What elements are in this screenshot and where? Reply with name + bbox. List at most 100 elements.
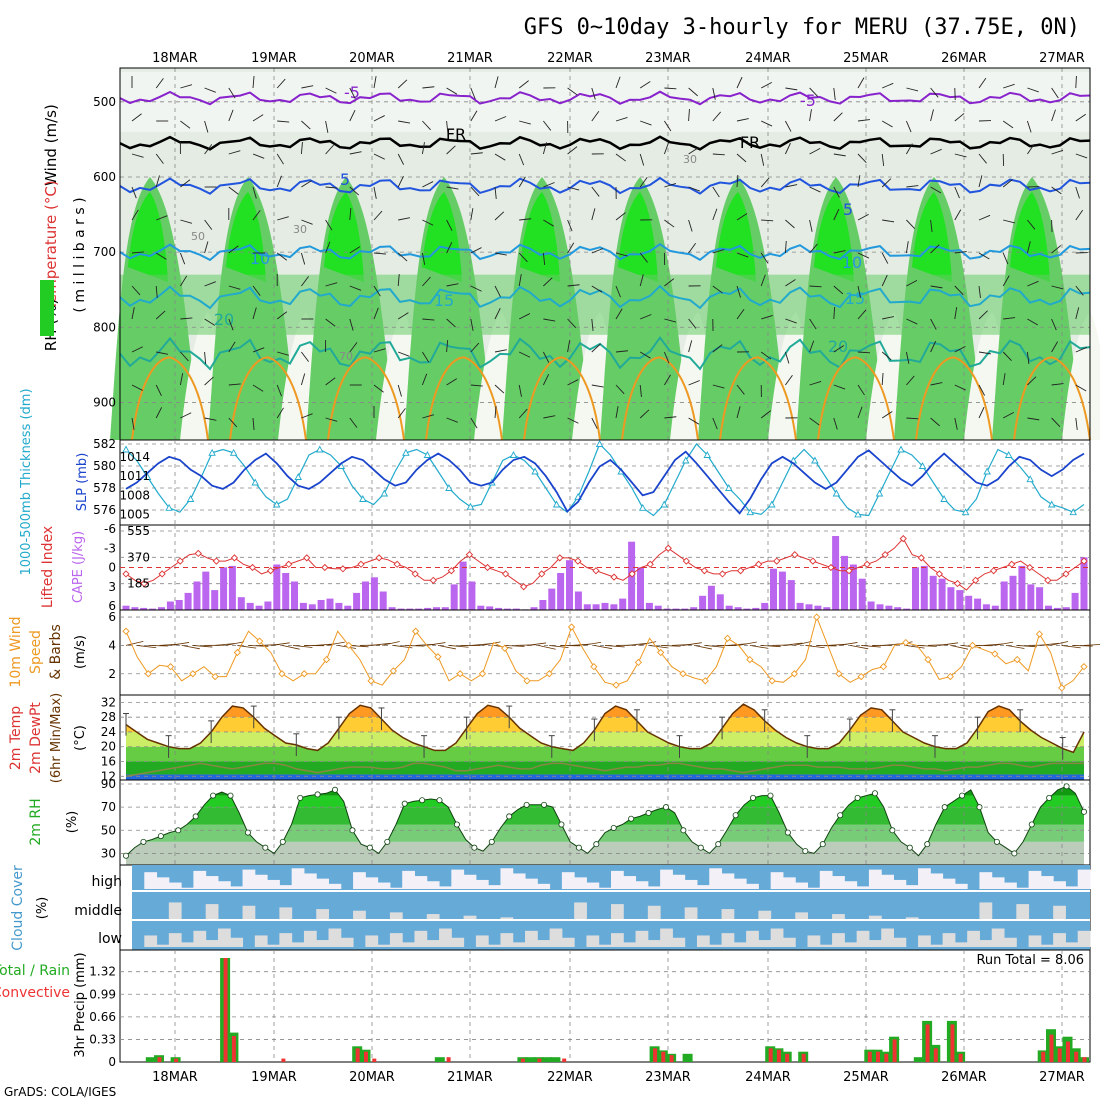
cloud-high-clear bbox=[193, 870, 207, 889]
svg-text:Wind (m/s): Wind (m/s) bbox=[42, 104, 60, 186]
wind-barb bbox=[567, 379, 579, 386]
lifted-index-line-marker bbox=[556, 554, 564, 562]
lifted-index-line-marker bbox=[971, 576, 980, 584]
wind-barb bbox=[882, 316, 895, 320]
cloud-high-clear bbox=[832, 876, 845, 889]
lifted-index-line-marker bbox=[700, 567, 709, 575]
wind-barb-10m bbox=[181, 645, 200, 650]
cloud-high-clear bbox=[611, 870, 624, 889]
wind-speed-line-marker bbox=[411, 627, 420, 635]
rh-marker bbox=[819, 841, 826, 848]
precip-convective-bar bbox=[661, 1051, 666, 1062]
wind-barb bbox=[639, 252, 648, 263]
wind-barb bbox=[470, 384, 483, 387]
wind-barb bbox=[663, 142, 669, 155]
thickness-line-marker bbox=[854, 510, 862, 518]
wind-barb bbox=[518, 313, 531, 320]
wind-barb bbox=[542, 351, 550, 363]
rh-marker bbox=[314, 791, 321, 798]
wind-barb bbox=[857, 406, 863, 419]
wind-barb bbox=[131, 251, 144, 254]
cloud-low-gap bbox=[819, 944, 833, 947]
date-axis-bottom: 18MAR 19MAR 20MAR 21MAR 22MAR 23MAR 24MAR 25MAR… bbox=[152, 1070, 1085, 1085]
cape-bar bbox=[264, 601, 272, 610]
thickness-tick: 578 bbox=[93, 481, 116, 495]
date-label-bottom: 19MAR bbox=[251, 1070, 297, 1085]
wind-barb bbox=[1002, 275, 1010, 287]
wind10-panel bbox=[119, 609, 1100, 696]
lifted-index-line-marker bbox=[628, 570, 636, 578]
wind-barb bbox=[906, 417, 919, 420]
wind-barb bbox=[1027, 143, 1035, 155]
wind-barb-10m bbox=[1039, 642, 1059, 646]
cape-bar bbox=[326, 598, 334, 610]
thickness-line-marker bbox=[1004, 451, 1013, 458]
wind-barb-10m bbox=[738, 641, 757, 646]
lifted-index-line-marker bbox=[375, 554, 383, 562]
wind-barb bbox=[760, 153, 765, 166]
wind-barb bbox=[470, 342, 480, 353]
cloud-low-gap bbox=[537, 940, 551, 947]
cloud-low-gap bbox=[611, 933, 624, 947]
wind-barb bbox=[373, 76, 377, 89]
rh-marker bbox=[453, 821, 460, 828]
lifted-index-line bbox=[125, 537, 1085, 591]
wind-speed-line-marker bbox=[1058, 684, 1066, 692]
contour-label: 15 bbox=[434, 291, 454, 310]
wind-barb-10m bbox=[192, 645, 213, 648]
wind-barb bbox=[325, 144, 334, 155]
wind-barb bbox=[349, 318, 354, 331]
precip-convective-bar bbox=[157, 1057, 162, 1062]
wind-barb-10m bbox=[1050, 641, 1069, 646]
wind-barb bbox=[784, 240, 787, 254]
cape-bar bbox=[592, 604, 600, 610]
cloud-middle-gap bbox=[832, 914, 845, 919]
wind-barb bbox=[664, 183, 677, 188]
cloud-low-gap bbox=[782, 937, 796, 947]
cloud-high-clear bbox=[144, 872, 158, 889]
wind-barb-10m bbox=[538, 645, 556, 650]
cape-bar bbox=[876, 604, 884, 610]
wind-barb bbox=[446, 340, 449, 353]
li-tick: -3 bbox=[104, 541, 116, 555]
wind-barb bbox=[276, 311, 288, 320]
cloud-middle-gap bbox=[242, 905, 256, 919]
wind-barb bbox=[131, 346, 143, 353]
wind-barb bbox=[398, 351, 410, 357]
rh-marker bbox=[610, 824, 617, 831]
temp-contour-20 bbox=[119, 336, 1091, 371]
wind-barb bbox=[1051, 109, 1056, 122]
wind-barb bbox=[1027, 376, 1037, 386]
precip-convective-bar bbox=[1066, 1041, 1070, 1062]
wind-barb bbox=[785, 184, 798, 188]
wind-barb bbox=[349, 110, 356, 122]
cloud-middle-gap bbox=[389, 912, 403, 919]
wind-barb bbox=[397, 408, 406, 419]
slp-tick: 1014 bbox=[119, 450, 150, 464]
lifted-index-line-marker bbox=[1026, 563, 1034, 572]
wind-barb bbox=[567, 242, 575, 254]
wind-speed-line-marker bbox=[545, 670, 553, 678]
lifted-index-line-marker bbox=[538, 570, 546, 578]
rh-marker bbox=[750, 794, 757, 801]
cloud-high-clear bbox=[328, 883, 342, 889]
wind-barb bbox=[833, 250, 846, 254]
wind-barb bbox=[833, 208, 840, 221]
cape-bar bbox=[291, 581, 298, 610]
rh-saturated-core bbox=[618, 192, 658, 283]
date-label-top: 21MAR bbox=[447, 51, 493, 66]
wind-barb bbox=[567, 219, 573, 232]
total-rain-label: Total / Rain bbox=[0, 963, 70, 979]
rh-marker bbox=[941, 804, 948, 811]
wind-barb bbox=[978, 252, 990, 260]
rh-marker bbox=[227, 792, 234, 799]
thickness-line-marker bbox=[703, 451, 712, 458]
wind-barb bbox=[688, 340, 693, 353]
wind-barb bbox=[1075, 384, 1087, 392]
cloud-low-gap bbox=[881, 928, 894, 947]
lifted-index-line-marker bbox=[664, 544, 672, 552]
cloud-high-clear bbox=[856, 886, 870, 889]
precip-convective-bar bbox=[950, 1024, 955, 1062]
wind-barb bbox=[881, 411, 893, 419]
wind-barb bbox=[784, 142, 791, 155]
